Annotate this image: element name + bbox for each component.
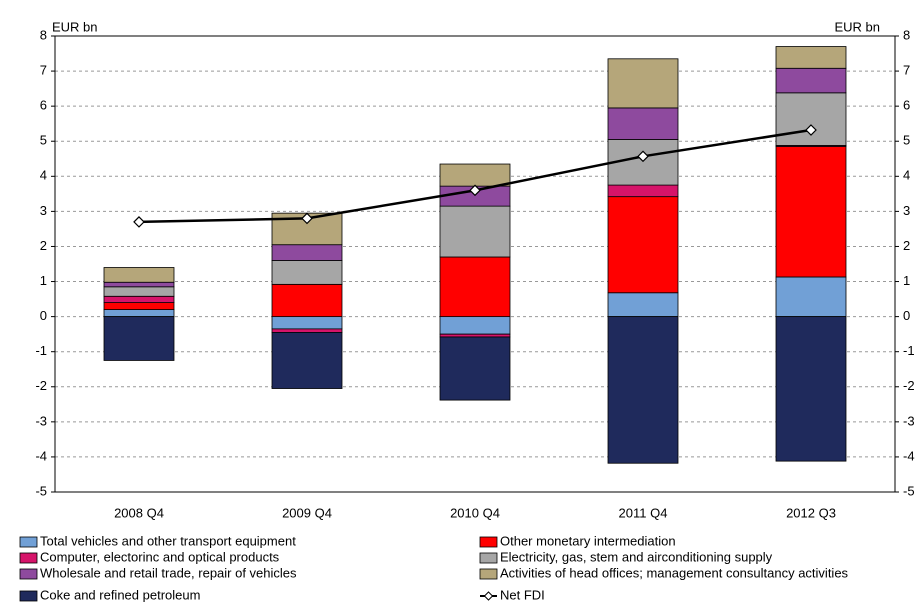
y-tick-label: 5 [40, 133, 47, 148]
bar-segment [775, 146, 847, 278]
legend-marker [483, 591, 494, 601]
y-tick-label-right: -1 [903, 343, 915, 358]
y-tick-label: 7 [40, 63, 47, 78]
bar-segment [439, 163, 511, 187]
legend-label: Electricity, gas, stem and airconditioni… [500, 549, 773, 564]
y-tick-label-right: 0 [903, 308, 910, 323]
y-tick-label-right: 5 [903, 133, 910, 148]
line-marker [805, 124, 817, 136]
y-tick-label: -5 [35, 483, 47, 498]
bar-segment [775, 67, 847, 94]
bar-segment [103, 302, 175, 311]
x-tick-label: 2012 Q3 [786, 505, 836, 520]
y-tick-label: -2 [35, 378, 47, 393]
bar-segment [271, 283, 343, 318]
y-axis-label-left: EUR bn [52, 19, 98, 34]
y-tick-label: -1 [35, 343, 47, 358]
legend-label: Total vehicles and other transport equip… [40, 533, 296, 548]
y-tick-label: 4 [40, 168, 47, 183]
y-tick-label: 6 [40, 98, 47, 113]
y-tick-label-right: -4 [903, 448, 915, 463]
x-tick-label: 2011 Q4 [619, 505, 668, 520]
line-marker [469, 184, 481, 197]
bar-segment [103, 316, 175, 361]
bar-segment [271, 316, 343, 330]
bar-segment [271, 331, 343, 389]
x-tick-label: 2009 Q4 [282, 505, 332, 520]
bar-segment [607, 107, 679, 140]
y-tick-label-right: -5 [903, 483, 915, 498]
legend-label: Activities of head offices; management c… [500, 565, 849, 580]
legend-label: Coke and refined petroleum [40, 587, 200, 602]
bar-segment [103, 295, 175, 303]
legend-label: Net FDI [500, 587, 545, 602]
legend-swatch [19, 590, 38, 602]
bar-segment [439, 205, 511, 258]
line-marker [637, 150, 649, 163]
bar-segment [775, 92, 847, 146]
legend-swatch [19, 568, 38, 580]
y-tick-label: -4 [35, 448, 47, 463]
y-tick-label-right: 7 [903, 63, 910, 78]
y-tick-label: 8 [40, 27, 47, 42]
x-tick-label: 2010 Q4 [450, 505, 500, 520]
line-marker [301, 212, 313, 225]
bar-segment [607, 58, 679, 109]
y-tick-label: -3 [35, 413, 47, 428]
legend-swatch [19, 536, 38, 548]
y-tick-label: 1 [40, 273, 47, 288]
legend-label: Computer, electorinc and optical product… [40, 549, 280, 564]
y-tick-label-right: 4 [903, 168, 910, 183]
y-tick-label-right: 3 [903, 203, 910, 218]
bar-segment [271, 244, 343, 261]
bar-segment [607, 292, 679, 318]
bar-segment [439, 333, 511, 338]
bar-segment [103, 309, 175, 318]
y-tick-label: 2 [40, 238, 47, 253]
line-marker [133, 216, 145, 228]
y-tick-label: 0 [40, 308, 47, 323]
y-tick-label-right: 1 [903, 273, 910, 288]
bar-segment [775, 316, 847, 462]
x-tick-label: 2008 Q4 [114, 505, 164, 520]
bar-segment [103, 281, 175, 288]
y-tick-label-right: 2 [903, 238, 910, 253]
bar-segment [607, 196, 679, 294]
bar-segment [271, 260, 343, 285]
plot-border [54, 35, 896, 493]
legend-swatch [479, 568, 498, 580]
y-tick-label-right: 6 [903, 98, 910, 113]
legend-label: Other monetary intermediation [500, 533, 676, 548]
bar-segment [271, 328, 343, 333]
y-tick-label-right: -2 [903, 378, 915, 393]
bar-segment [775, 46, 847, 69]
bar-segment [607, 316, 679, 464]
y-axis-label-right: EUR bn [834, 19, 880, 34]
bar-segment [775, 276, 847, 318]
legend-swatch [479, 552, 498, 564]
bar-segment [439, 336, 511, 401]
legend-label: Wholesale and retail trade, repair of ve… [40, 565, 297, 580]
bar-segment [103, 267, 175, 283]
legend-swatch [19, 552, 38, 564]
bar-segment [607, 184, 679, 198]
bar-segment [103, 286, 175, 297]
y-tick-label-right: -3 [903, 413, 915, 428]
y-tick-label: 3 [40, 203, 47, 218]
legend-swatch [479, 536, 498, 548]
y-tick-label-right: 8 [903, 27, 910, 42]
bar-segment [439, 316, 511, 335]
bar-segment [439, 256, 511, 318]
